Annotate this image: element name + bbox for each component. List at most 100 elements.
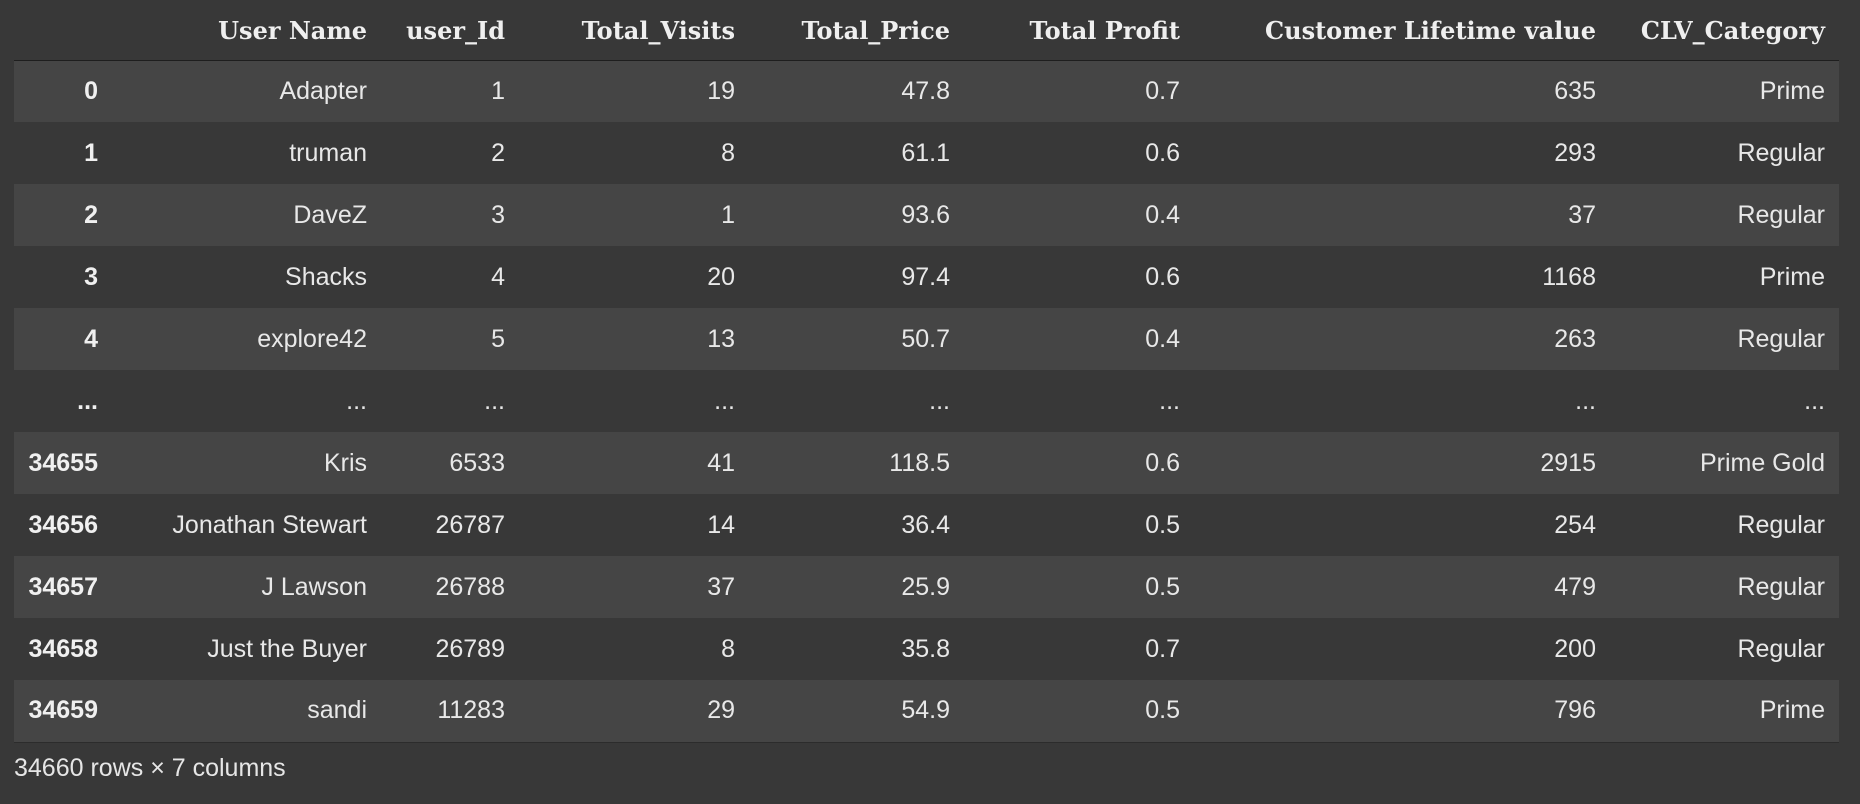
table-body: 0 Adapter 1 19 47.8 0.7 635 Prime 1 trum…	[14, 60, 1839, 742]
cell-total-price: 35.8	[901, 634, 950, 663]
cell-user-id: 6533	[449, 448, 505, 477]
cell-total-profit: ...	[1159, 386, 1180, 415]
cell-total-price: 93.6	[901, 200, 950, 229]
cell-clv: 635	[1554, 76, 1596, 105]
cell-user-name: Kris	[323, 448, 367, 477]
cell-clv: 796	[1554, 696, 1596, 725]
cell-total-price: 61.1	[901, 138, 950, 167]
cell-total-profit: 0.5	[1145, 510, 1180, 539]
cell-total-profit: 0.5	[1145, 572, 1180, 601]
cell-total-price: 47.8	[901, 76, 950, 105]
cell-total-visits: 19	[707, 76, 735, 105]
cell-total-visits: 20	[707, 262, 735, 291]
cell-user-id: 3	[491, 200, 505, 229]
cell-clv: 1168	[1542, 262, 1596, 291]
table-row: 2 DaveZ 3 1 93.6 0.4 37 Regular	[14, 184, 1839, 246]
table-row: 34655 Kris 6533 41 118.5 0.6 2915 Prime …	[14, 432, 1839, 494]
table-row-ellipsis: ... ... ... ... ... ... ... ...	[14, 370, 1839, 432]
cell-user-name: sandi	[307, 696, 367, 725]
cell-clv-category: Prime	[1759, 262, 1825, 291]
table-row: 34656 Jonathan Stewart 26787 14 36.4 0.5…	[14, 494, 1839, 556]
cell-total-price: 36.4	[901, 510, 950, 539]
cell-total-price: 54.9	[901, 696, 950, 725]
cell-user-name: Shacks	[285, 262, 367, 291]
dataframe-shape-label: 34660 rows × 7 columns	[14, 754, 286, 782]
cell-total-visits: 13	[707, 324, 735, 353]
cell-total-price: ...	[929, 386, 950, 415]
table-row: 1 truman 2 8 61.1 0.6 293 Regular	[14, 122, 1839, 184]
header-customer-lifetime-value: Customer Lifetime value	[1194, 0, 1610, 61]
row-index: 34658	[28, 634, 98, 663]
header-total-visits: Total_Visits	[519, 0, 749, 61]
cell-total-profit: 0.6	[1145, 262, 1180, 291]
cell-total-visits: 1	[721, 200, 735, 229]
table-row: 34659 sandi 11283 29 54.9 0.5 796 Prime	[14, 680, 1839, 742]
cell-clv: 2915	[1540, 448, 1596, 477]
header-total-profit: Total Profit	[964, 0, 1194, 61]
cell-user-id: 5	[491, 324, 505, 353]
cell-user-id: 4	[491, 262, 505, 291]
cell-total-profit: 0.4	[1145, 200, 1180, 229]
header-row: User Name user_Id Total_Visits Total_Pri…	[14, 0, 1839, 61]
cell-clv-category: Regular	[1737, 138, 1825, 167]
row-index: 1	[84, 138, 98, 167]
cell-user-name: J Lawson	[261, 572, 367, 601]
cell-total-visits: 14	[707, 510, 735, 539]
cell-user-id: 26789	[435, 634, 505, 663]
cell-clv-category: Regular	[1737, 510, 1825, 539]
cell-clv: 200	[1554, 634, 1596, 663]
cell-clv: ...	[1575, 386, 1596, 415]
cell-total-profit: 0.6	[1145, 448, 1180, 477]
table-row: 34658 Just the Buyer 26789 8 35.8 0.7 20…	[14, 618, 1839, 680]
cell-user-name: ...	[346, 386, 367, 415]
row-index: 0	[84, 76, 98, 105]
cell-clv: 254	[1554, 510, 1596, 539]
cell-clv: 293	[1554, 138, 1596, 167]
cell-user-name: truman	[289, 138, 367, 167]
cell-user-name: Adapter	[279, 76, 367, 105]
table-row: 3 Shacks 4 20 97.4 0.6 1168 Prime	[14, 246, 1839, 308]
cell-user-name: DaveZ	[293, 200, 367, 229]
cell-user-id: 26787	[435, 510, 505, 539]
cell-total-price: 25.9	[901, 572, 950, 601]
cell-user-id: 2	[491, 138, 505, 167]
cell-total-visits: 29	[707, 696, 735, 725]
cell-total-visits: 37	[707, 572, 735, 601]
cell-user-id: 26788	[435, 572, 505, 601]
header-index	[14, 0, 112, 61]
header-total-price: Total_Price	[749, 0, 964, 61]
cell-clv-category: Regular	[1737, 572, 1825, 601]
cell-clv-category: Regular	[1737, 324, 1825, 353]
cell-total-price: 50.7	[901, 324, 950, 353]
cell-total-visits: 8	[721, 634, 735, 663]
cell-user-name: Jonathan Stewart	[172, 510, 367, 539]
cell-user-id: 11283	[437, 696, 505, 725]
table-row: 34657 J Lawson 26788 37 25.9 0.5 479 Reg…	[14, 556, 1839, 618]
row-index: 4	[84, 324, 98, 353]
row-index: 34655	[28, 448, 98, 477]
row-index: 2	[84, 200, 98, 229]
cell-clv-category: Prime Gold	[1699, 448, 1825, 477]
cell-total-profit: 0.6	[1145, 138, 1180, 167]
row-index: 34656	[28, 510, 98, 539]
cell-user-id: 1	[491, 76, 505, 105]
table-row: 4 explore42 5 13 50.7 0.4 263 Regular	[14, 308, 1839, 370]
cell-total-profit: 0.7	[1145, 634, 1180, 663]
header-user-id: user_Id	[381, 0, 519, 61]
cell-total-profit: 0.4	[1145, 324, 1180, 353]
cell-total-profit: 0.5	[1145, 696, 1180, 725]
cell-total-profit: 0.7	[1145, 76, 1180, 105]
cell-total-visits: 41	[707, 448, 735, 477]
cell-clv: 263	[1554, 324, 1596, 353]
header-clv-category: CLV_Category	[1610, 0, 1839, 61]
dataframe-table: User Name user_Id Total_Visits Total_Pri…	[14, 0, 1839, 743]
cell-clv-category: Regular	[1737, 634, 1825, 663]
cell-clv: 37	[1568, 200, 1596, 229]
row-index: 34657	[28, 572, 98, 601]
cell-user-name: explore42	[257, 324, 367, 353]
cell-user-name: Just the Buyer	[207, 634, 367, 663]
cell-clv-category: Regular	[1737, 200, 1825, 229]
row-index: 3	[84, 262, 98, 291]
cell-clv-category: ...	[1804, 386, 1825, 415]
